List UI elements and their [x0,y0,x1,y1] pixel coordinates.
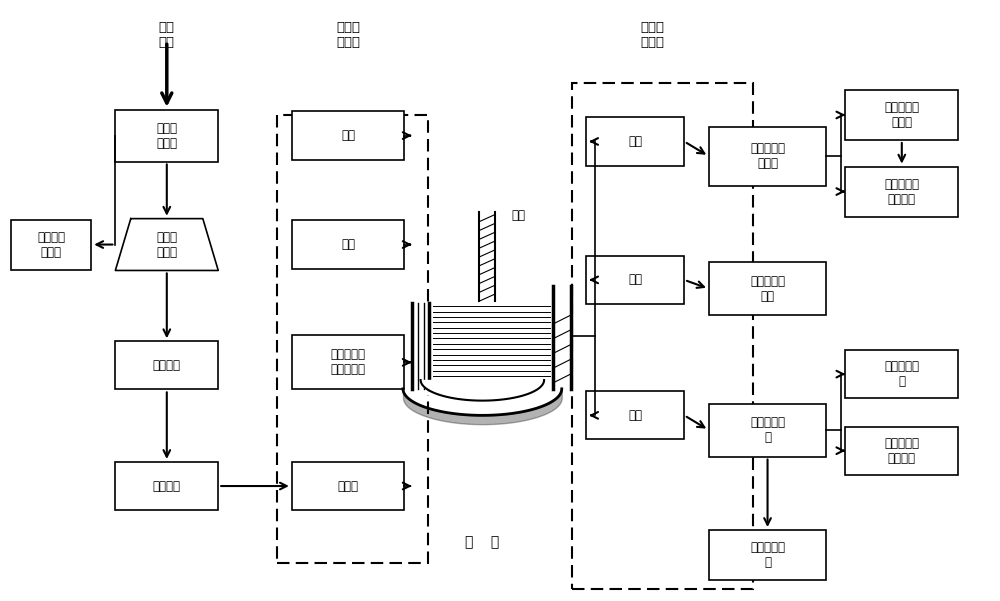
FancyBboxPatch shape [292,221,404,269]
FancyBboxPatch shape [115,341,218,389]
FancyBboxPatch shape [845,90,958,140]
Text: 废钢: 废钢 [341,129,355,142]
Text: 钢渣: 钢渣 [628,135,642,148]
Text: 垃圾中金
属回收: 垃圾中金 属回收 [37,231,65,258]
FancyBboxPatch shape [292,462,404,510]
Text: 石灰、白云
石等造渣料: 石灰、白云 石等造渣料 [331,349,366,376]
FancyBboxPatch shape [845,427,958,475]
FancyBboxPatch shape [709,404,826,457]
FancyBboxPatch shape [586,391,684,439]
FancyBboxPatch shape [586,117,684,166]
FancyBboxPatch shape [709,530,826,580]
FancyBboxPatch shape [115,109,218,162]
Text: 垃圾人
工分拣: 垃圾人 工分拣 [156,231,177,258]
FancyBboxPatch shape [292,335,404,389]
Text: 铁水: 铁水 [341,238,355,251]
Text: 垃圾烘烤: 垃圾烘烤 [153,359,181,372]
Text: 含铁资源回
收造球: 含铁资源回 收造球 [884,101,919,129]
FancyBboxPatch shape [586,256,684,304]
Text: 垃圾包: 垃圾包 [338,480,359,493]
FancyBboxPatch shape [845,350,958,398]
FancyBboxPatch shape [11,219,91,270]
FancyBboxPatch shape [292,111,404,160]
Text: 垃圾机
械分拣: 垃圾机 械分拣 [156,121,177,150]
FancyBboxPatch shape [709,127,826,186]
Text: 精炼、连铸
工序: 精炼、连铸 工序 [750,275,785,303]
Text: 转炉冶
炼产出: 转炉冶 炼产出 [640,20,664,49]
Text: 氧气: 氧气 [512,209,526,222]
Text: 烟尘: 烟尘 [628,409,642,422]
Text: 压缩打包: 压缩打包 [153,480,181,493]
FancyBboxPatch shape [845,166,958,216]
FancyBboxPatch shape [412,304,553,395]
Text: 钢渣综合处
理系统: 钢渣综合处 理系统 [750,142,785,170]
Text: 含钙、硅钢
渣造水泥: 含钙、硅钢 渣造水泥 [884,177,919,206]
Text: 除尘净化系
统: 除尘净化系 统 [750,416,785,444]
Text: 煤气回收利
用: 煤气回收利 用 [750,541,785,569]
FancyBboxPatch shape [709,262,826,315]
Text: 转    炉: 转 炉 [465,535,499,549]
Text: 生活
垃圾: 生活 垃圾 [159,20,175,49]
Polygon shape [115,219,218,270]
Text: 除尘污泥造
球: 除尘污泥造 球 [884,360,919,388]
Text: 钢水: 钢水 [628,273,642,287]
Text: 除尘净化水
循环利用: 除尘净化水 循环利用 [884,437,919,465]
Text: 进入转
炉物料: 进入转 炉物料 [336,20,360,49]
FancyBboxPatch shape [115,462,218,510]
